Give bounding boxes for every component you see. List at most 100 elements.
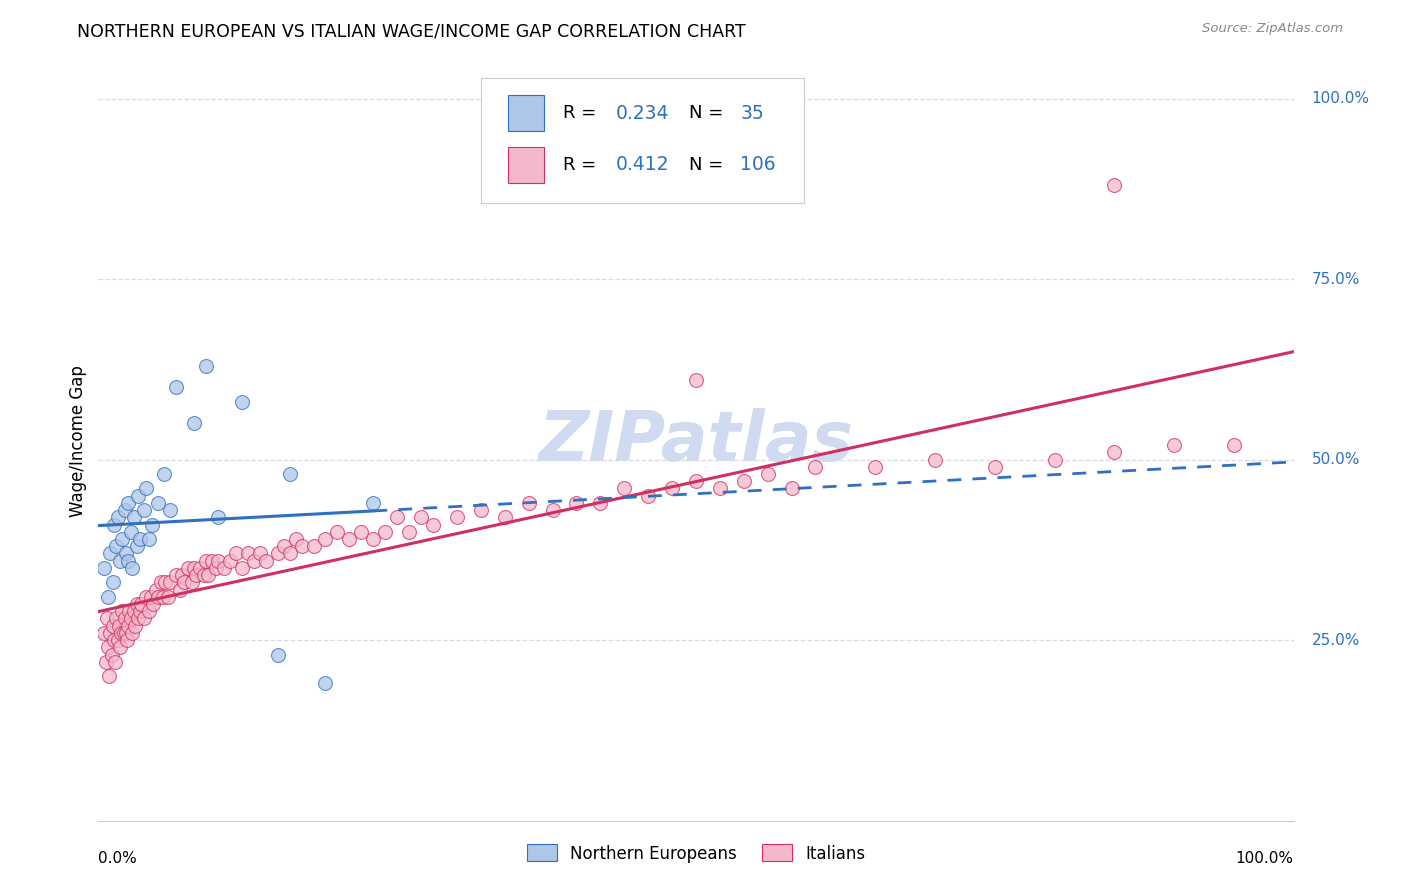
Point: [195, 359, 218, 373]
Point: [315, 676, 337, 690]
Point: [169, 582, 191, 597]
Point: [112, 626, 135, 640]
Point: [117, 618, 139, 632]
Point: [780, 482, 803, 496]
Point: [398, 524, 420, 539]
Point: [138, 532, 160, 546]
Point: [339, 532, 361, 546]
Bar: [509, 95, 544, 131]
Point: [148, 496, 170, 510]
Text: 106: 106: [740, 155, 776, 174]
Point: [98, 546, 122, 560]
Point: [180, 575, 202, 590]
Point: [135, 590, 157, 604]
Point: [93, 561, 115, 575]
Text: NORTHERN EUROPEAN VS ITALIAN WAGE/INCOME GAP CORRELATION CHART: NORTHERN EUROPEAN VS ITALIAN WAGE/INCOME…: [77, 22, 747, 40]
Point: [254, 554, 277, 568]
FancyBboxPatch shape: [481, 78, 804, 202]
Point: [613, 482, 636, 496]
Point: [94, 655, 117, 669]
Text: Source: ZipAtlas.com: Source: ZipAtlas.com: [1202, 22, 1343, 36]
Point: [153, 467, 176, 481]
Point: [249, 546, 271, 560]
Point: [111, 532, 134, 546]
Point: [207, 554, 229, 568]
Point: [273, 539, 295, 553]
Point: [278, 467, 301, 481]
Point: [1043, 452, 1066, 467]
Point: [98, 626, 122, 640]
Point: [100, 648, 122, 662]
Point: [139, 590, 162, 604]
Text: N =: N =: [689, 104, 723, 122]
Text: 75.0%: 75.0%: [1312, 271, 1360, 286]
Point: [103, 517, 125, 532]
Point: [155, 575, 177, 590]
Point: [315, 532, 337, 546]
Point: [984, 459, 1007, 474]
Point: [165, 380, 187, 394]
Point: [804, 459, 827, 474]
Point: [385, 510, 409, 524]
Text: R =: R =: [564, 156, 596, 174]
Point: [118, 604, 141, 618]
Point: [517, 496, 540, 510]
Point: [138, 604, 160, 618]
Point: [446, 510, 468, 524]
Point: [1104, 178, 1126, 193]
Text: 0.0%: 0.0%: [98, 851, 138, 866]
Point: [97, 640, 120, 655]
Text: 25.0%: 25.0%: [1312, 632, 1360, 648]
Point: [115, 626, 138, 640]
Text: 100.0%: 100.0%: [1312, 91, 1369, 106]
Point: [865, 459, 887, 474]
Point: [231, 394, 253, 409]
Point: [125, 597, 148, 611]
Point: [107, 633, 129, 648]
Point: [411, 510, 433, 524]
Point: [195, 554, 218, 568]
Point: [107, 618, 129, 632]
Point: [1163, 438, 1185, 452]
Point: [733, 475, 755, 489]
Text: 35: 35: [740, 103, 763, 123]
Point: [236, 546, 259, 560]
Point: [142, 597, 165, 611]
Point: [121, 561, 143, 575]
Point: [110, 626, 132, 640]
Point: [156, 590, 179, 604]
Point: [111, 604, 134, 618]
Point: [183, 417, 205, 431]
Point: [685, 373, 707, 387]
Point: [114, 611, 136, 625]
Point: [326, 524, 349, 539]
Point: [278, 546, 301, 560]
Point: [494, 510, 516, 524]
Point: [197, 568, 219, 582]
Point: [125, 539, 148, 553]
Text: N =: N =: [689, 156, 723, 174]
Point: [267, 546, 290, 560]
Point: [127, 489, 149, 503]
Point: [159, 503, 181, 517]
Text: 100.0%: 100.0%: [1236, 851, 1294, 866]
Point: [172, 568, 194, 582]
Point: [114, 503, 136, 517]
Point: [243, 554, 266, 568]
Text: ZIPatlas: ZIPatlas: [538, 408, 853, 475]
Point: [1104, 445, 1126, 459]
Point: [159, 575, 181, 590]
Point: [284, 532, 307, 546]
Point: [541, 503, 564, 517]
Point: [115, 633, 138, 648]
Point: [302, 539, 325, 553]
Text: 0.234: 0.234: [616, 103, 669, 123]
Point: [93, 626, 115, 640]
Point: [108, 554, 131, 568]
Point: [152, 590, 174, 604]
Point: [1223, 438, 1246, 452]
Point: [129, 532, 152, 546]
Point: [98, 669, 121, 683]
Point: [291, 539, 314, 553]
Y-axis label: Wage/Income Gap: Wage/Income Gap: [69, 366, 87, 517]
